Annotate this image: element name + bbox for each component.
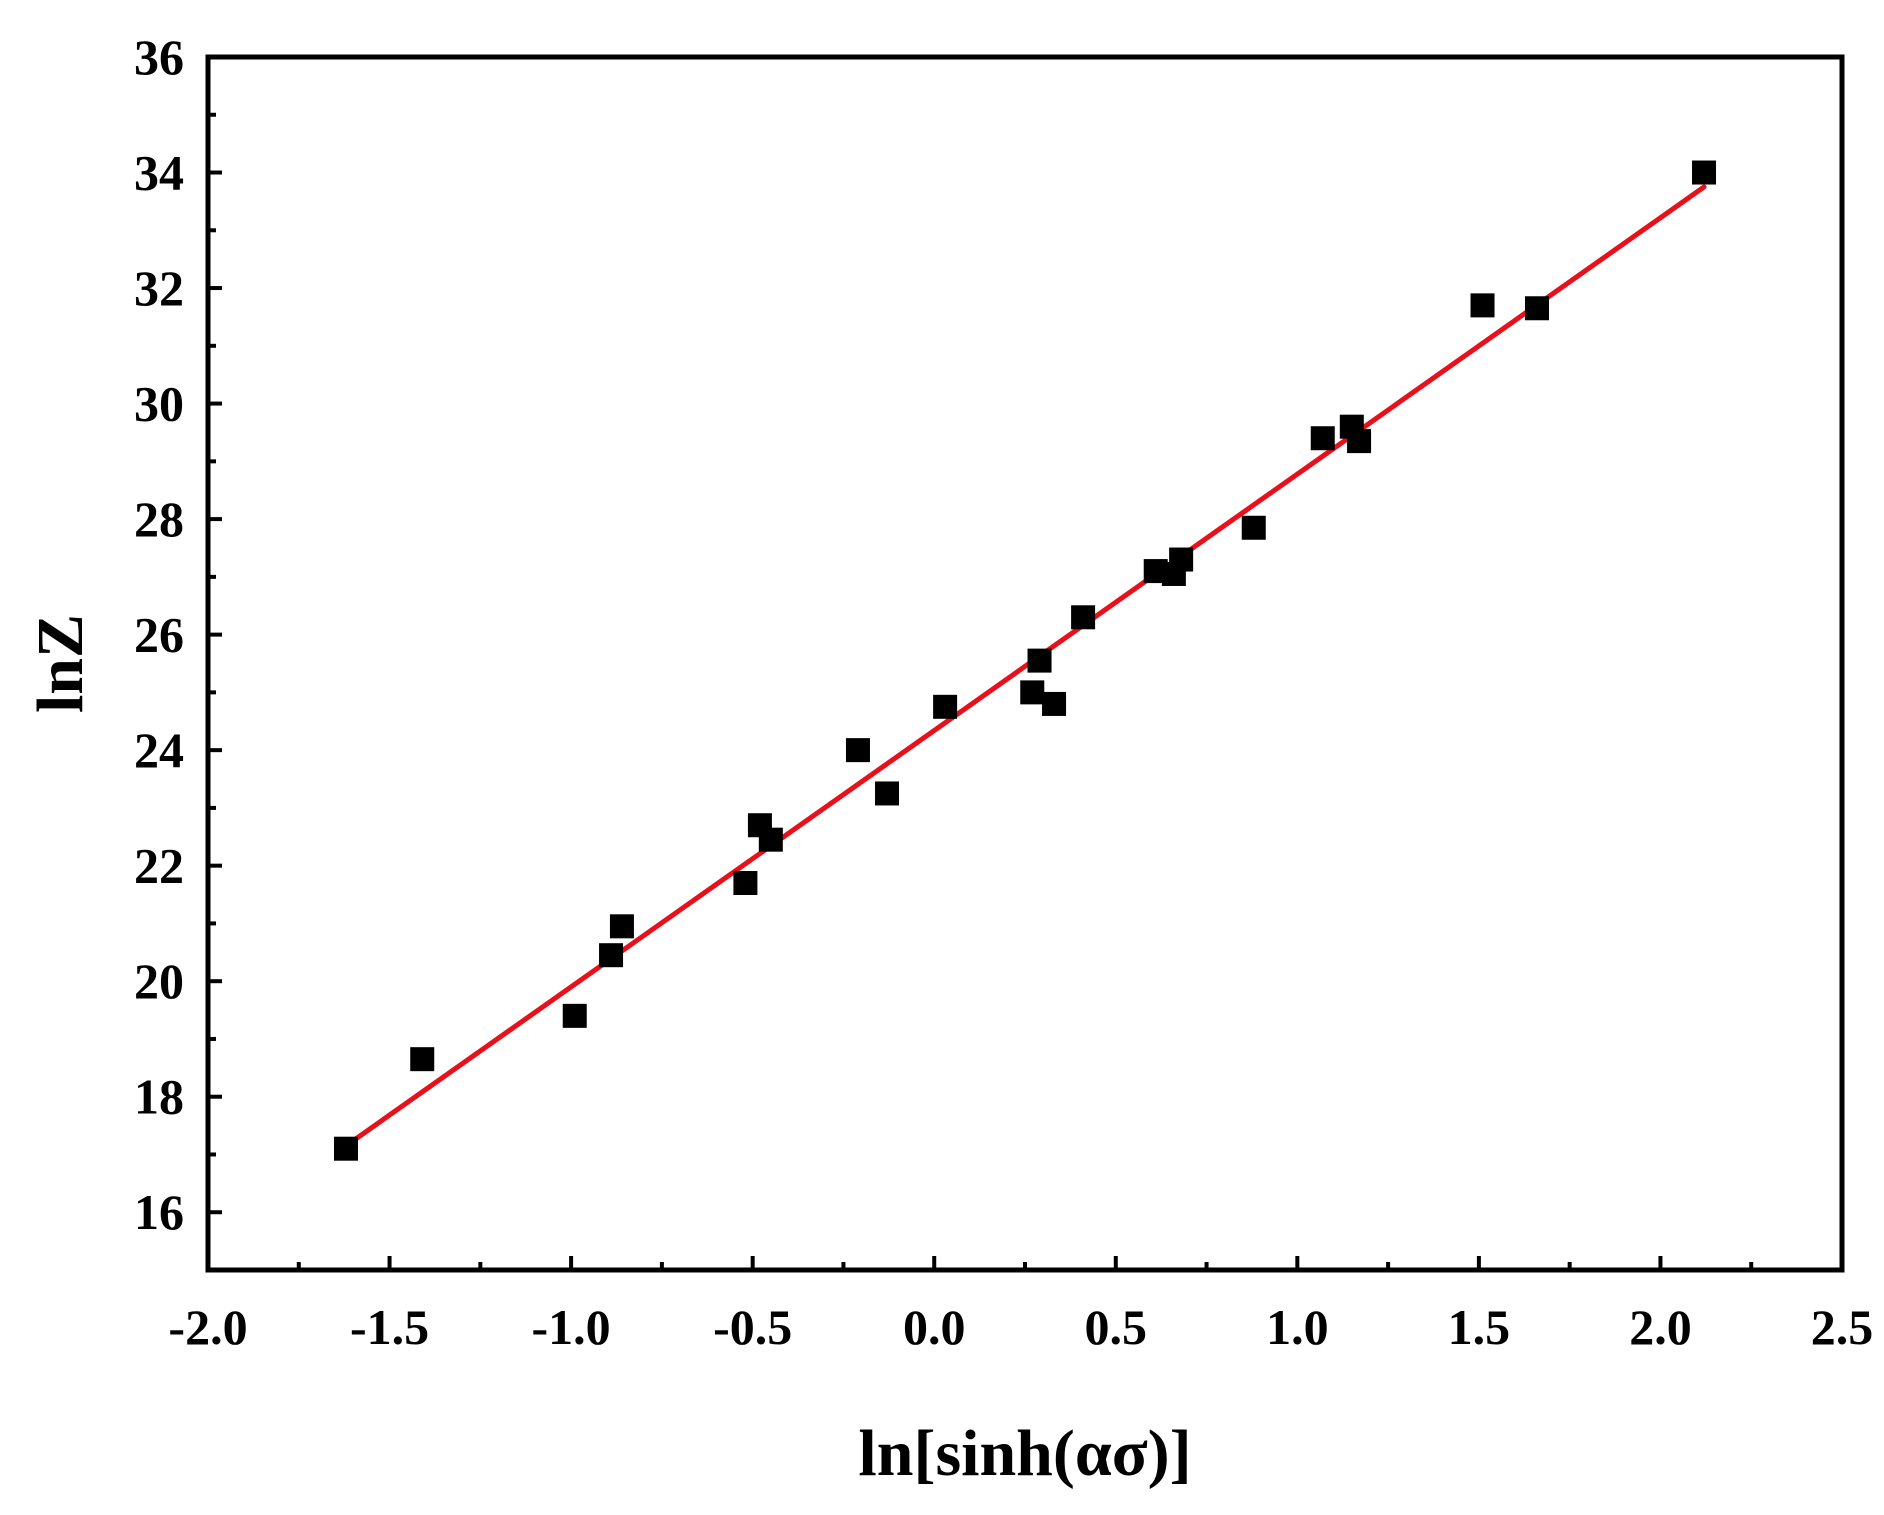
data-point [1020,680,1045,705]
y-axis-tick-labels: 16 18 20 22 24 26 28 30 32 34 36 [134,29,184,1240]
y-tick-label: 20 [134,953,184,1009]
data-point [1470,293,1495,318]
data-point [933,694,958,719]
data-point [1071,605,1096,630]
x-tick-label: 0.5 [1085,1299,1148,1355]
data-point [562,1003,587,1028]
y-tick-label: 24 [134,722,184,778]
data-point [1347,429,1372,454]
y-tick-label: 22 [134,838,184,894]
y-tick-label: 30 [134,376,184,432]
y-tick-label: 36 [134,29,184,85]
plot-frame [205,54,1845,1273]
data-points-layer [333,160,1717,1161]
fit-line-layer [343,184,1707,1149]
x-tick-label: -2.0 [168,1299,247,1355]
y-tick-label: 26 [134,607,184,663]
data-point [1241,515,1266,540]
data-point [758,827,783,852]
x-axis-title: ln[sinh(ασ)] [858,1417,1191,1490]
x-tick-label: -1.5 [350,1299,429,1355]
x-tick-label: 0.0 [903,1299,966,1355]
data-point [733,870,758,895]
data-point [599,943,624,968]
data-point [1042,691,1067,716]
y-tick-label: 16 [134,1184,184,1240]
y-tick-label: 28 [134,491,184,547]
x-axis-tick-labels: -2.0 -1.5 -1.0 -0.5 0.0 0.5 1.0 1.5 2.0 2.5 [168,1299,1873,1355]
data-point [1524,296,1549,321]
data-point [875,781,900,806]
y-axis-title: lnZ [24,614,97,713]
x-tick-label: -0.5 [713,1299,792,1355]
data-point [1692,160,1717,185]
x-tick-label: 1.0 [1266,1299,1329,1355]
data-point [845,738,870,763]
y-tick-label: 32 [134,260,184,316]
x-tick-label: 1.5 [1448,1299,1511,1355]
linear-fit-line [343,184,1707,1149]
data-point [609,914,634,939]
x-tick-label: 2.5 [1811,1299,1874,1355]
data-point [1310,426,1335,451]
y-tick-label: 34 [134,145,184,201]
data-point [1169,547,1194,572]
data-point [333,1136,358,1161]
x-tick-label: 2.0 [1629,1299,1692,1355]
x-tick-label: -1.0 [532,1299,611,1355]
data-point [410,1047,435,1072]
y-tick-label: 18 [134,1069,184,1125]
data-point [1027,648,1052,673]
